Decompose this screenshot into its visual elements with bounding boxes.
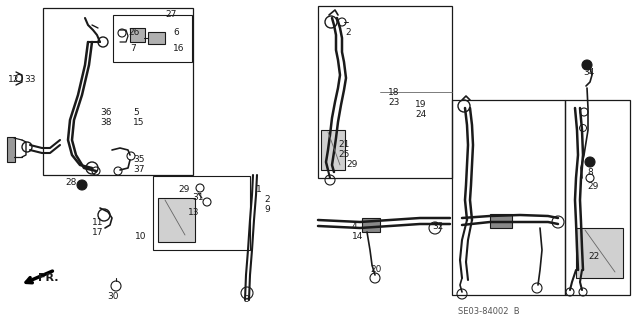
Text: 1: 1: [256, 185, 262, 194]
Circle shape: [585, 157, 595, 167]
Text: 31: 31: [192, 193, 204, 202]
Text: 22: 22: [588, 252, 599, 261]
Text: 24: 24: [415, 110, 426, 119]
Text: 25: 25: [338, 150, 349, 159]
Text: 32: 32: [432, 222, 444, 231]
Text: 11: 11: [92, 218, 104, 227]
Bar: [113, 15, 192, 62]
Text: 14: 14: [352, 232, 364, 241]
Text: 10: 10: [135, 232, 147, 241]
Text: 20: 20: [370, 265, 381, 274]
Text: 23: 23: [388, 98, 399, 107]
Bar: [43, 8, 193, 175]
Text: 38: 38: [100, 118, 111, 127]
Text: 16: 16: [173, 44, 184, 53]
Bar: [318, 6, 452, 178]
Text: 29: 29: [178, 185, 189, 194]
Text: 2: 2: [345, 28, 351, 37]
Text: 36: 36: [100, 108, 111, 117]
Bar: [130, 28, 145, 42]
Bar: [362, 218, 380, 232]
Text: 26: 26: [128, 28, 140, 37]
Text: 29: 29: [587, 182, 598, 191]
Circle shape: [77, 180, 87, 190]
Text: 28: 28: [65, 178, 76, 187]
Text: 4: 4: [352, 222, 358, 231]
Text: 3: 3: [243, 295, 249, 304]
Bar: [153, 176, 250, 250]
Text: 27: 27: [165, 10, 177, 19]
Text: 6: 6: [173, 28, 179, 37]
Bar: [576, 228, 623, 278]
Text: 15: 15: [133, 118, 145, 127]
Text: 8: 8: [587, 168, 593, 177]
Text: 30: 30: [107, 292, 118, 301]
Text: 33: 33: [24, 75, 35, 84]
Circle shape: [582, 60, 592, 70]
Text: SE03-84002  B: SE03-84002 B: [458, 307, 520, 316]
Text: 2: 2: [264, 195, 269, 204]
Bar: [7, 137, 15, 162]
Bar: [321, 130, 345, 170]
Text: 37: 37: [133, 165, 145, 174]
Text: 13: 13: [188, 208, 200, 217]
Text: 18: 18: [388, 88, 399, 97]
Text: 12: 12: [8, 75, 19, 84]
Bar: [148, 32, 165, 44]
Bar: [452, 100, 565, 295]
Text: 29: 29: [346, 160, 357, 169]
Text: 35: 35: [133, 155, 145, 164]
Text: FR.: FR.: [38, 273, 58, 283]
Text: 19: 19: [415, 100, 426, 109]
Text: 17: 17: [92, 228, 104, 237]
Bar: [490, 214, 512, 228]
Text: 9: 9: [264, 205, 269, 214]
Text: 7: 7: [130, 44, 136, 53]
Bar: [158, 198, 195, 242]
Text: 21: 21: [338, 140, 349, 149]
Bar: [565, 100, 630, 295]
Text: 34: 34: [583, 68, 595, 77]
Text: 5: 5: [133, 108, 139, 117]
